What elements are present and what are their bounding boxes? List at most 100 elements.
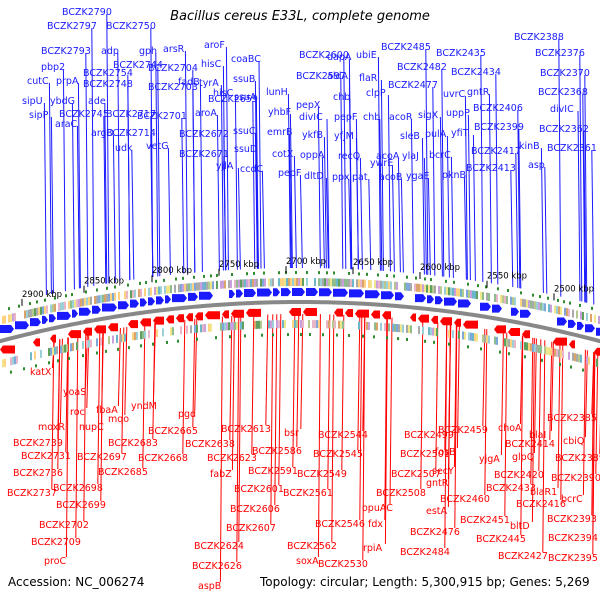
reverse-leader-line [265,314,269,426]
reverse-gene-arrow [140,318,151,327]
reverse-gene-label: BCZK2561 [283,488,333,499]
forward-cog-band [88,297,90,306]
forward-cog-band [406,282,408,291]
reverse-gene-label: BCZK2736 [13,468,63,479]
reverse-cog-band [278,320,280,329]
forward-gene-label: BCZK2704 [148,63,198,74]
reverse-cog-band [56,346,58,355]
forward-leader-line [287,93,291,269]
forward-cog-band [296,278,298,287]
forward-cog-band [4,315,6,324]
forward-leader-line [584,74,588,303]
forward-cog-band [244,279,246,288]
reverse-gene-label: BCZK2601 [234,484,284,495]
reverse-gene-label: BCZK2459 [438,425,488,436]
forward-gene-label: yfjM [334,131,354,142]
forward-leader-line [48,82,52,294]
forward-gene-label: cutC [27,76,49,87]
forward-cog-band [362,279,364,288]
reverse-cog-band [282,320,284,329]
reverse-gene-label: moxR [38,422,65,433]
forward-cog-band [138,289,140,298]
feature-tracks [0,271,600,374]
forward-cog-band [90,296,92,305]
reverse-cog-band [596,358,598,367]
forward-cog-band [110,293,112,302]
forward-gene-label: udk [115,143,133,154]
reverse-gene-label: BCZK2624 [194,541,244,552]
reverse-gene-label: yoaS [63,387,86,398]
forward-leader-line [377,56,381,271]
reverse-cog-band [384,323,386,332]
reverse-cog-band [14,356,16,365]
reverse-leader-line [142,324,146,469]
forward-leader-line [103,115,107,284]
reverse-cog-band [436,328,438,337]
forward-leader-line [439,116,443,277]
forward-gene-arrow [199,291,213,300]
reverse-leader-line [453,324,457,468]
forward-cog-band [572,309,574,318]
cog-marker [127,283,129,287]
reverse-cog-band [422,326,424,335]
cog-marker [448,342,450,346]
reverse-gene-label: BCZK2507 [391,469,441,480]
reverse-cog-band [368,322,370,331]
forward-cog-band [60,302,62,311]
cog-marker [57,359,59,363]
reverse-cog-band [334,320,336,329]
reverse-cog-band [16,355,18,364]
forward-cog-band [568,308,570,317]
reverse-cog-band [464,331,466,340]
scale-tick-label: 2800 kbp [152,266,192,276]
forward-leader-line [104,102,108,284]
reverse-gene-label: BCZK2606 [230,504,280,515]
forward-cog-band [196,282,198,291]
reverse-leader-line [550,342,554,432]
reverse-cog-band [462,331,464,340]
forward-cog-band [160,286,162,295]
forward-gene-arrow [130,299,139,308]
forward-cog-band [520,298,522,307]
forward-cog-band [332,278,334,287]
forward-leader-line [517,109,521,289]
reverse-cog-band [66,344,68,353]
reverse-gene-label: BCZK2562 [287,541,337,552]
forward-cog-band [314,278,316,287]
reverse-cog-band [186,325,188,334]
cog-marker [393,274,395,278]
forward-gene-arrow [79,307,91,316]
forward-cog-band [154,287,156,296]
forward-cog-band [140,288,142,297]
reverse-leader-line [83,334,87,522]
reverse-leader-line [97,331,101,485]
cog-marker [524,355,526,359]
forward-gene-arrow [92,305,101,314]
reverse-gene-label: fabZ [210,469,232,480]
forward-cog-band [358,279,360,288]
reverse-cog-band [40,349,42,358]
forward-cog-band [408,282,410,291]
forward-cog-band [536,301,538,310]
forward-gene-label: divIC [550,104,574,115]
forward-cog-band [190,283,192,292]
forward-gene-label: ssuB [233,74,255,85]
reverse-cog-band [162,328,164,337]
forward-gene-label: BCZK2482 [397,62,447,73]
reverse-leader-line [124,327,128,416]
forward-gene-arrow [273,288,280,297]
reverse-gene-arrow [166,315,174,324]
forward-cog-band [326,278,328,287]
reverse-cog-band [458,330,460,339]
reverse-gene-label: BCZK2626 [192,561,242,572]
reverse-leader-line [389,317,393,505]
cog-marker [82,354,84,358]
forward-gene-label: BCZK2485 [381,42,431,53]
reverse-gene-arrow [569,340,575,349]
forward-leader-line [425,48,429,275]
reverse-cog-band [474,333,476,342]
forward-cog-band [522,298,524,307]
reverse-gene-arrow [289,308,301,317]
forward-cog-band [222,280,224,289]
forward-cog-band [104,294,106,303]
